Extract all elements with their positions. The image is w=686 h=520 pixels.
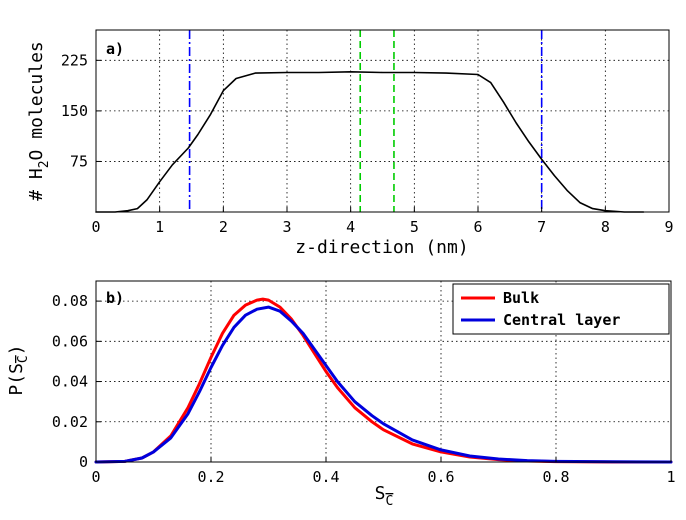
panel-a: 0 1 2 3 4 5 6 7 8 9 75 150 225 a) z-direction (nm) #… <box>26 29 674 258</box>
vlines-a <box>188 30 543 212</box>
y-tick-label-b-0: 0 <box>79 453 88 471</box>
x-label-b-sub: C <box>386 494 394 509</box>
y-axis-label-b: P(SC) <box>6 344 31 395</box>
x-tick-label-a-1: 1 <box>155 218 164 236</box>
series-line-profile <box>95 71 645 213</box>
legend: Bulk Central layer <box>452 283 670 335</box>
x-label-b-main: S <box>375 483 386 504</box>
plot-frame-a <box>95 29 670 213</box>
x-tick-label-b-2: 0.4 <box>312 468 339 486</box>
grid-a <box>96 30 669 212</box>
y-label-b-post: ) <box>6 344 27 355</box>
series-a <box>95 71 645 213</box>
y-tick-label-b-1: 0.02 <box>52 413 88 431</box>
series-line-central-layer <box>94 305 673 464</box>
x-tick-label-a-7: 7 <box>537 218 546 236</box>
panel-label-b: b) <box>106 289 124 307</box>
legend-label-bulk: Bulk <box>503 289 539 307</box>
ticks-a: 0 1 2 3 4 5 6 7 8 9 75 150 225 <box>61 51 674 236</box>
x-tick-label-a-8: 8 <box>601 218 610 236</box>
y-label-b-pre: P(S <box>6 363 27 396</box>
x-tick-label-a-4: 4 <box>346 218 355 236</box>
x-axis-label-b: SC <box>375 483 394 509</box>
x-tick-label-a-6: 6 <box>473 218 482 236</box>
series-b <box>94 297 673 464</box>
y-label-a-mid: O molecules <box>26 41 47 160</box>
legend-label-central: Central layer <box>503 311 620 329</box>
y-tick-label-a-2: 225 <box>61 51 88 69</box>
x-tick-label-a-3: 3 <box>282 218 291 236</box>
y-label-b-sub: C <box>16 355 31 363</box>
y-tick-label-a-1: 150 <box>61 102 88 120</box>
y-tick-label-b-4: 0.08 <box>52 292 88 310</box>
x-tick-label-a-9: 9 <box>664 218 673 236</box>
x-axis-label-a: z-direction (nm) <box>295 237 468 258</box>
x-tick-label-b-0: 0 <box>91 468 100 486</box>
x-tick-label-b-4: 0.8 <box>542 468 569 486</box>
ticks-b: 0 0.2 0.4 0.6 0.8 1 0 0.02 0.04 0.06 0.08 <box>52 292 676 486</box>
panel-label-a: a) <box>106 40 124 58</box>
x-tick-label-a-2: 2 <box>219 218 228 236</box>
x-tick-label-a-5: 5 <box>410 218 419 236</box>
x-tick-label-a-0: 0 <box>91 218 100 236</box>
x-tick-label-b-5: 1 <box>666 468 675 486</box>
y-axis-label-a: # H2O molecules <box>26 41 52 201</box>
y-tick-label-b-3: 0.06 <box>52 332 88 350</box>
x-tick-label-b-3: 0.6 <box>427 468 454 486</box>
panel-b: 0 0.2 0.4 0.6 0.8 1 0 0.02 0.04 0.06 0.08 b) Bulk … <box>6 280 676 509</box>
y-label-a-sub: 2 <box>37 160 52 168</box>
legend-box <box>452 283 670 335</box>
y-tick-label-b-2: 0.04 <box>52 373 88 391</box>
y-label-a-pre: # H <box>26 168 47 201</box>
plot-frame-b <box>95 280 672 463</box>
y-tick-label-a-0: 75 <box>70 152 88 170</box>
x-tick-label-b-1: 0.2 <box>197 468 224 486</box>
